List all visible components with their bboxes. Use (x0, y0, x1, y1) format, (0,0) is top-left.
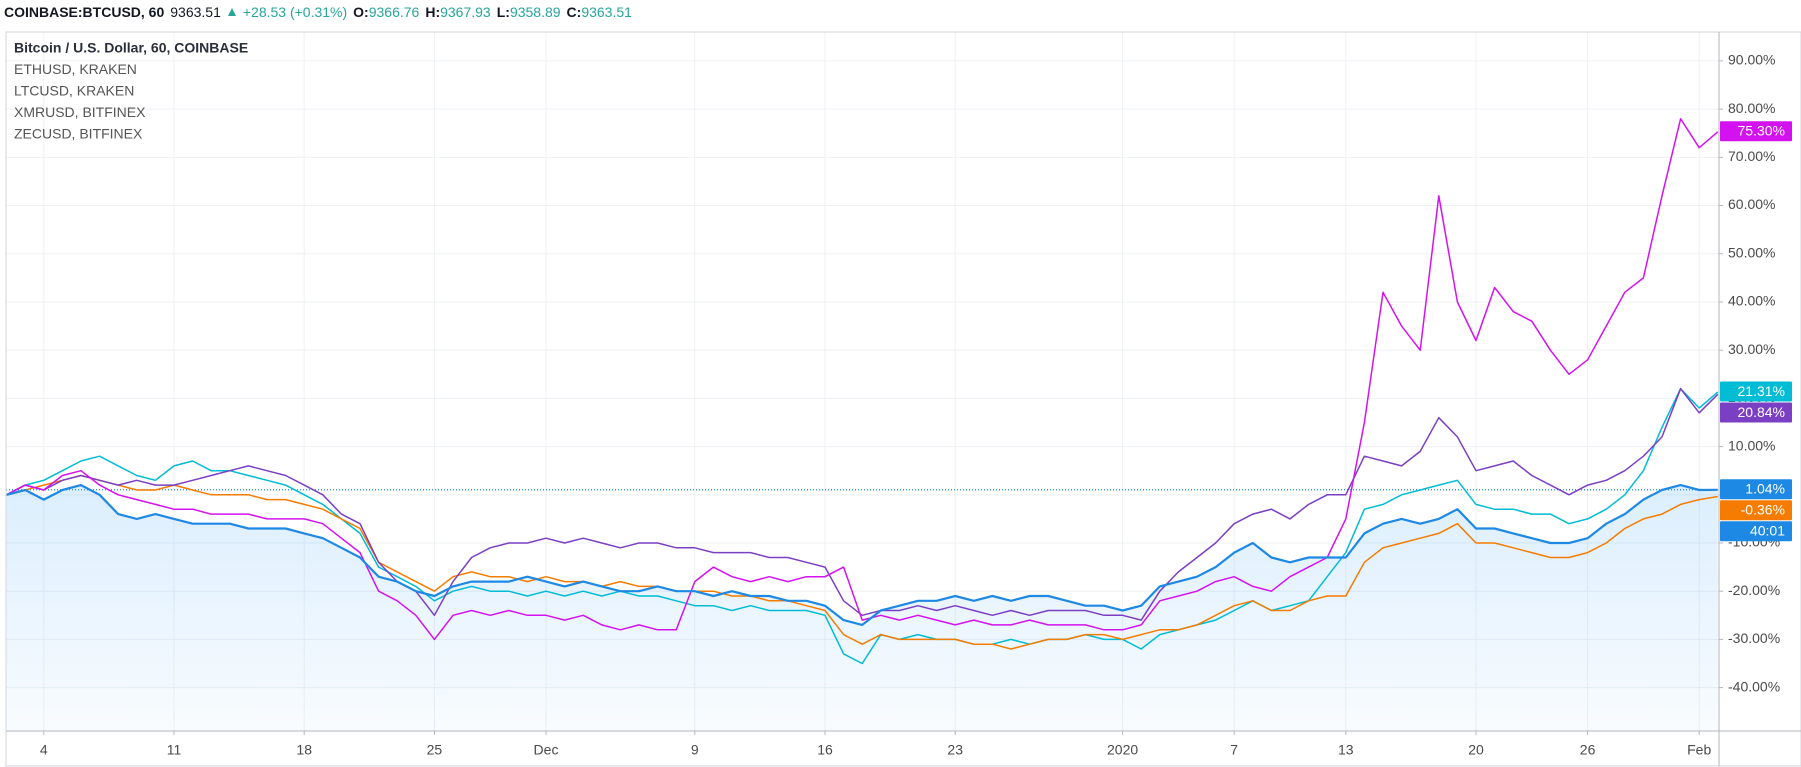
y-tick-label: 80.00% (1728, 100, 1775, 116)
ohlc: C:9363.51 (567, 2, 632, 22)
symbol: COINBASE:BTCUSD, 60 (4, 4, 165, 20)
x-tick-label: 20 (1468, 742, 1484, 758)
last-value-label-box (1720, 479, 1792, 500)
countdown-label-box (1720, 521, 1792, 542)
series-line (6, 387, 1719, 621)
last-value-label-box (1720, 121, 1792, 142)
y-tick-label: 30.00% (1728, 341, 1775, 357)
up-arrow (227, 8, 236, 16)
series-line (6, 387, 1719, 665)
last-value-label: -0.36% (1741, 501, 1785, 517)
ohlc-label: C: (566, 4, 582, 20)
last-value-label-box (1720, 381, 1792, 402)
x-tick-label: 23 (947, 742, 963, 758)
x-tick-label: 18 (296, 742, 312, 758)
legend-entry: XMRUSD, BITFINEX (14, 104, 146, 120)
series-line (6, 484, 1718, 626)
ohlc: L:9358.89 (497, 2, 561, 22)
y-tick-label: -20.00% (1728, 582, 1780, 598)
y-tick-label: 50.00% (1728, 244, 1775, 260)
x-tick-label: 7 (1230, 742, 1238, 758)
last-value-label: 21.31% (1738, 383, 1785, 399)
countdown-label: 40:01 (1750, 522, 1785, 538)
x-tick-label: 4 (40, 742, 48, 758)
ohlc-label: O: (353, 4, 369, 20)
last-value-label: 20.84% (1738, 404, 1785, 420)
last-value-label: 1.04% (1745, 480, 1785, 496)
ohlc: O:9366.76 (353, 2, 419, 22)
ohlc-value: 9367.93 (440, 4, 491, 20)
legend-entry: ZECUSD, BITFINEX (14, 125, 143, 141)
legend-entry: LTCUSD, KRAKEN (14, 83, 134, 99)
y-tick-label: 90.00% (1728, 52, 1775, 68)
y-tick-label: 40.00% (1728, 293, 1775, 309)
ohlc-label: L: (496, 4, 510, 20)
x-tick-label: 2020 (1107, 742, 1138, 758)
price: 9363.51 (170, 4, 221, 20)
last-value-label-box (1720, 500, 1792, 521)
x-tick-label: Feb (1687, 742, 1711, 758)
pane-border (5, 31, 1801, 767)
legend-entry: Bitcoin / U.S. Dollar, 60, COINBASE (14, 40, 248, 56)
x-tick-label: 9 (691, 742, 699, 758)
series-line (6, 118, 1719, 641)
y-tick-label: -30.00% (1728, 630, 1780, 646)
x-tick-label: Dec (534, 742, 559, 758)
last-value-label: 75.30% (1738, 122, 1785, 138)
x-tick-label: 26 (1580, 742, 1596, 758)
change: +28.53 (+0.31%) (242, 4, 348, 20)
y-tick-label: 70.00% (1728, 148, 1775, 164)
y-tick-label: 10.00% (1728, 437, 1775, 453)
x-tick-label: 13 (1338, 742, 1354, 758)
ohlc-value: 9366.76 (368, 4, 420, 20)
last-value-label-box (1720, 402, 1792, 423)
ohlc-label: H: (425, 4, 441, 20)
x-tick-label: 25 (427, 742, 443, 758)
y-tick-label: 60.00% (1728, 196, 1775, 212)
y-tick-label: -40.00% (1728, 678, 1780, 694)
legend-entry: ETHUSD, KRAKEN (14, 61, 137, 77)
series-line (6, 474, 1718, 650)
ohlc: H:9367.93 (425, 2, 490, 22)
x-tick-label: 11 (167, 742, 182, 758)
area (6, 485, 1718, 731)
ohlc-value: 9363.51 (581, 4, 632, 20)
ohlc-value: 9358.89 (509, 4, 561, 20)
x-tick-label: 16 (817, 742, 833, 758)
header: COINBASE:BTCUSD, 60 9363.51 +28.53 (+0.3… (4, 2, 632, 22)
